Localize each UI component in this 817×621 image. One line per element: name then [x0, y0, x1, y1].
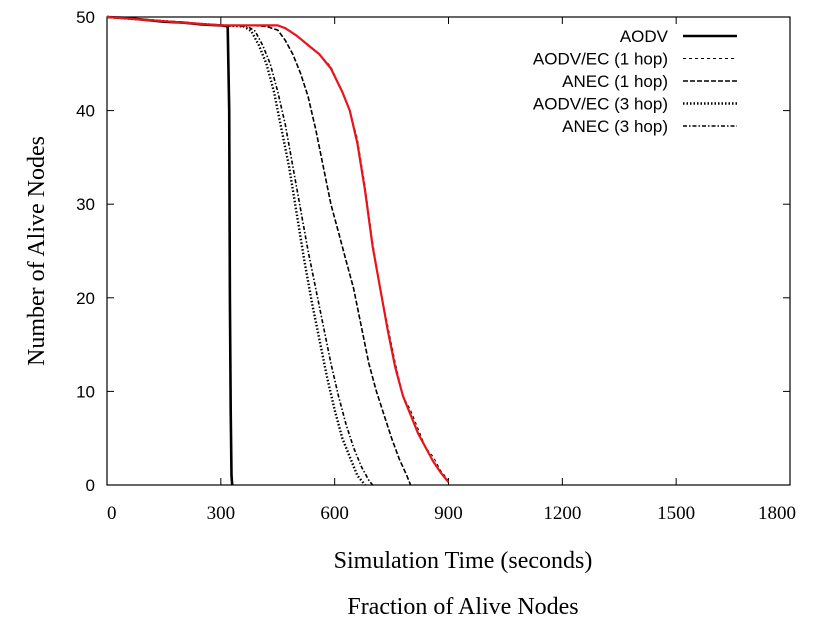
x-tick-label: 1500 [657, 503, 695, 524]
series-line-1 [106, 15, 234, 486]
legend-label: ANEC (3 hop) [562, 117, 668, 136]
legend-label: ANEC (1 hop) [562, 72, 668, 91]
x-tick-label: 1800 [758, 503, 796, 524]
x-tick-label: 1200 [543, 503, 581, 524]
x-tick-label: 600 [320, 503, 349, 524]
legend-label: AODV [620, 27, 669, 46]
series-lines [106, 15, 450, 486]
series-line-4 [106, 15, 366, 486]
y-tick-label: 50 [76, 8, 95, 27]
x-tick-label: 0 [107, 503, 117, 524]
legend-label: AODV/EC (1 hop) [533, 50, 668, 69]
series-line-5 [106, 16, 374, 486]
y-tick-label: 10 [76, 382, 95, 401]
axis-ticks: 0 300 600 900 1200 1500 1800 0 10 20 30 40 50 [76, 8, 796, 524]
y-tick-label: 40 [76, 102, 95, 121]
figure-caption: Fraction of Alive Nodes [347, 594, 578, 620]
plot-frame [106, 16, 791, 486]
y-axis-title: Number of Alive Nodes [24, 136, 50, 366]
series-line-2 [106, 16, 449, 481]
x-tick-label: 900 [434, 503, 463, 524]
legend: AODV AODV/EC (1 hop) ANEC (1 hop) AODV/EC (… [533, 27, 737, 136]
x-tick-label: 300 [207, 503, 236, 524]
series-line-3 [106, 16, 412, 486]
series-line-6 [106, 15, 450, 483]
y-tick-label: 0 [86, 476, 95, 495]
y-tick-label: 30 [76, 195, 95, 214]
y-tick-label: 20 [76, 289, 95, 308]
x-axis-title: Simulation Time (seconds) [334, 548, 593, 574]
legend-label: AODV/EC (3 hop) [533, 95, 668, 114]
